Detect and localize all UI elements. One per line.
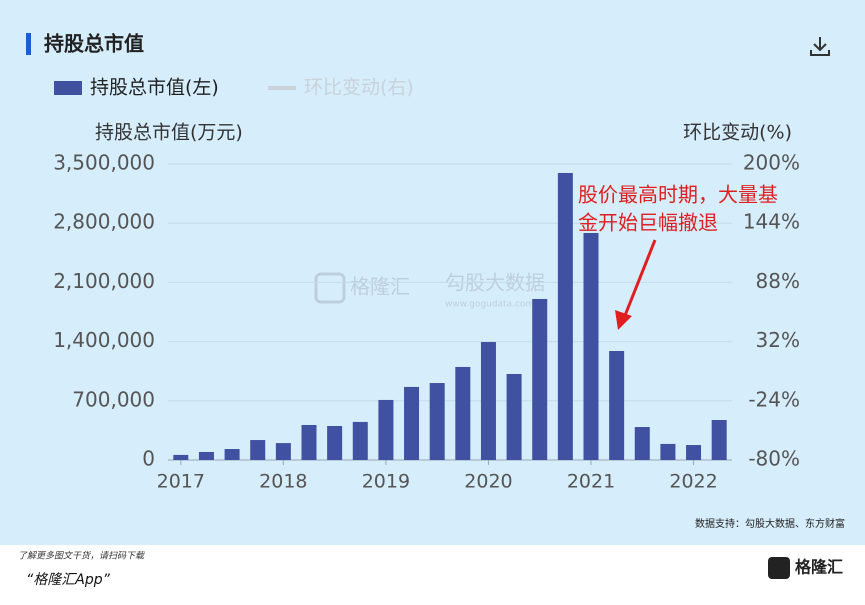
y2-tick-label: 144% xyxy=(743,210,800,234)
title-marker xyxy=(26,33,31,55)
x-tick-label: 2021 xyxy=(567,471,615,493)
bar xyxy=(532,298,548,460)
bar xyxy=(455,366,471,460)
x-tick-label: 2018 xyxy=(259,471,307,493)
bar xyxy=(506,373,522,460)
footer-background xyxy=(0,545,865,605)
y2-tick-label: -24% xyxy=(748,387,800,411)
footer-logo: 格隆汇 xyxy=(795,558,843,577)
annotation-arrow xyxy=(622,239,657,319)
bar xyxy=(660,443,676,460)
y-tick-label: 3,500,000 xyxy=(53,151,155,175)
bar xyxy=(275,443,291,460)
footer-logo-icon xyxy=(768,557,790,579)
bar xyxy=(198,451,214,460)
bar xyxy=(557,172,573,460)
x-tick-label: 2020 xyxy=(464,471,512,493)
x-tick-label: 2019 xyxy=(362,471,410,493)
watermark-text: www.gogudata.com xyxy=(445,300,534,310)
legend-label: 持股总市值(左) xyxy=(90,77,219,99)
y-tick-label: 2,100,000 xyxy=(53,269,155,293)
x-tick-label: 2017 xyxy=(157,471,205,493)
watermark-text: 格隆汇 xyxy=(350,275,410,299)
x-tick-label: 2022 xyxy=(669,471,717,493)
bar xyxy=(173,454,189,460)
y2-tick-label: -80% xyxy=(748,447,800,471)
y-tick-label: 0 xyxy=(142,447,155,471)
bar xyxy=(480,342,496,460)
y2-tick-label: 32% xyxy=(756,328,800,352)
legend-label: 环比变动(右) xyxy=(304,77,414,99)
annotation-arrowhead xyxy=(615,310,632,330)
footer-note: 了解更多图文干货，请扫码下载 xyxy=(18,551,145,562)
source: 数据支持：勾股大数据、东方财富 xyxy=(695,517,845,530)
watermark-logo xyxy=(314,272,346,304)
y2-tick-label: 88% xyxy=(756,269,800,293)
bar xyxy=(327,426,343,460)
y2-tick-label: 200% xyxy=(743,151,800,175)
y-axis-label: 持股总市值(万元) xyxy=(95,122,243,144)
y-tick-label: 700,000 xyxy=(72,387,155,411)
legend-swatch xyxy=(54,81,82,95)
bar xyxy=(609,350,625,460)
bar xyxy=(404,386,420,460)
bar xyxy=(634,427,650,460)
bar xyxy=(686,445,702,460)
legend-swatch xyxy=(268,86,296,90)
footer-app: “格隆汇App” xyxy=(26,572,111,588)
y-tick-label: 2,800,000 xyxy=(53,210,155,234)
bar xyxy=(250,440,266,460)
bar xyxy=(301,424,317,460)
y2-axis-label: 环比变动(%) xyxy=(683,122,792,144)
annotation: 金开始巨幅撤退 xyxy=(578,211,718,235)
y-tick-label: 1,400,000 xyxy=(53,328,155,352)
bar xyxy=(378,399,394,460)
download-icon[interactable] xyxy=(810,37,830,56)
bar xyxy=(352,421,368,460)
bar xyxy=(583,233,599,460)
bar xyxy=(711,419,727,460)
chart-title: 持股总市值 xyxy=(44,32,144,56)
bar xyxy=(224,449,240,460)
download-glyph[interactable] xyxy=(810,37,830,56)
bar xyxy=(429,383,445,460)
annotation: 股价最高时期，大量基 xyxy=(578,183,778,207)
